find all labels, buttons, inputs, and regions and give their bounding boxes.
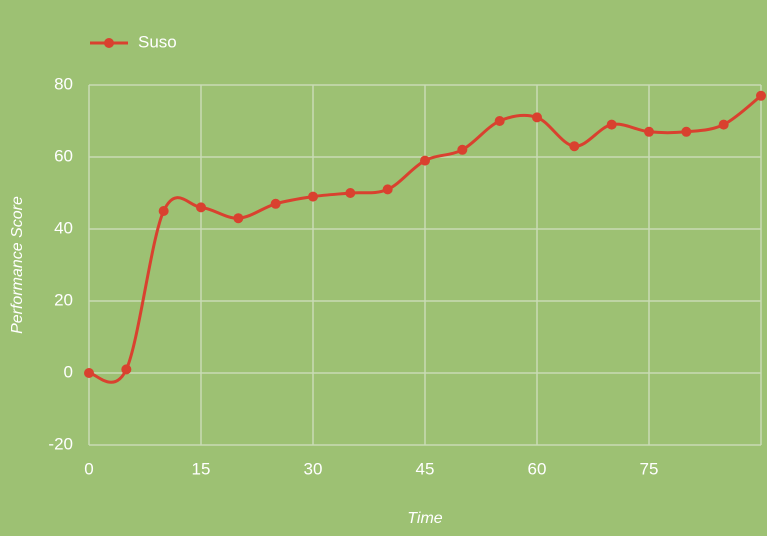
- y-tick-label: -20: [48, 434, 73, 453]
- y-tick-label: 40: [54, 218, 73, 237]
- point: [756, 90, 766, 101]
- point: [158, 206, 169, 216]
- point: [606, 119, 617, 130]
- x-axis-label: Time: [407, 510, 443, 527]
- point: [121, 364, 132, 375]
- y-axis-label: Performance Score: [9, 196, 26, 334]
- point: [644, 126, 654, 137]
- y-tick-label: 20: [54, 290, 73, 309]
- point: [681, 126, 692, 137]
- point: [382, 184, 393, 195]
- y-tick-label: 80: [54, 74, 73, 93]
- point: [308, 191, 318, 202]
- x-tick-label: 75: [640, 459, 659, 478]
- point: [532, 112, 542, 123]
- point: [457, 144, 468, 155]
- x-tick-label: 0: [84, 459, 93, 478]
- x-tick-label: 45: [416, 459, 435, 478]
- point: [233, 213, 244, 224]
- point: [494, 116, 505, 126]
- legend-label: Suso: [138, 32, 177, 51]
- point: [270, 198, 281, 209]
- point: [718, 119, 729, 130]
- legend-marker: [104, 38, 114, 48]
- point: [84, 368, 94, 378]
- point: [196, 202, 206, 213]
- x-tick-label: 15: [192, 459, 211, 478]
- x-tick-label: 60: [528, 459, 547, 478]
- point: [345, 188, 356, 198]
- y-tick-label: 0: [64, 362, 73, 381]
- y-tick-label: 60: [54, 146, 73, 165]
- point: [569, 141, 580, 152]
- x-tick-label: 30: [304, 459, 323, 478]
- point: [420, 155, 430, 166]
